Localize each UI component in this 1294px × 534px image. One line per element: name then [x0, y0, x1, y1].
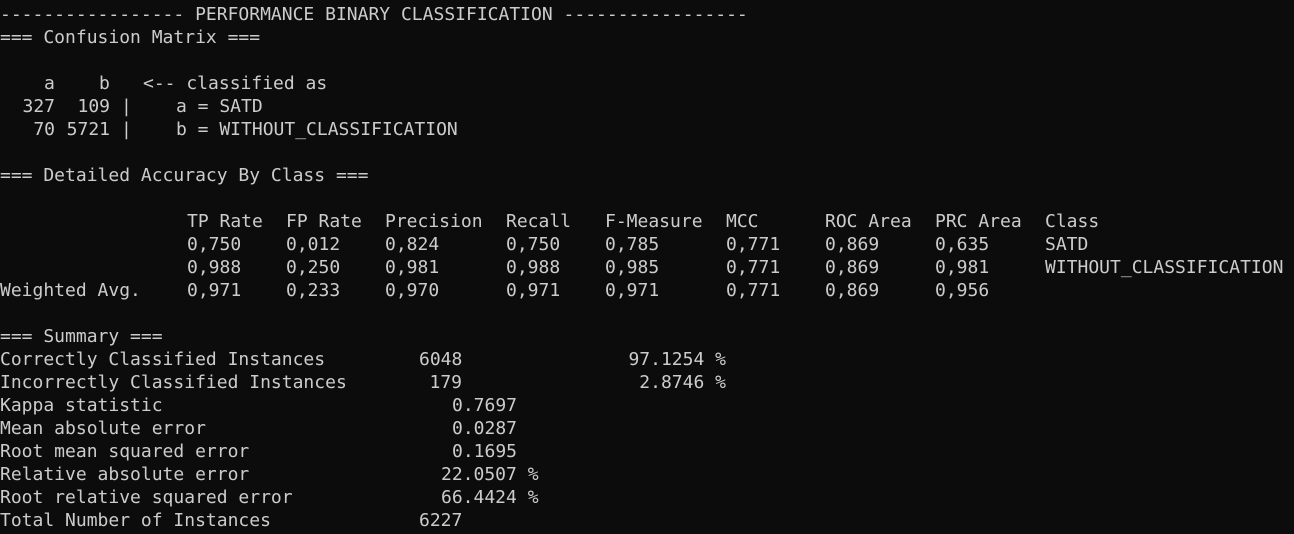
confusion-col-a: a: [44, 73, 55, 94]
summary-row: Total Number of Instances 6227: [0, 509, 1294, 532]
accuracy-value: 0,971: [605, 280, 660, 301]
header-fp-rate: FP Rate: [286, 211, 362, 232]
confusion-header-line: a b <-- classified as: [0, 72, 1294, 95]
summary-label: Kappa statistic: [0, 395, 163, 416]
header-mcc: MCC: [726, 211, 759, 232]
accuracy-value: 0,771: [726, 234, 781, 255]
confusion-row: 70 5721 | b = WITHOUT_CLASSIFICATION: [0, 118, 1294, 141]
summary-value: 0.1695: [452, 441, 518, 462]
summary-row: Relative absolute error 22.0507 %: [0, 463, 1294, 486]
confusion-cell-bb: 5721: [66, 119, 110, 140]
accuracy-value: 0,981: [935, 257, 990, 278]
summary-label: Root mean squared error: [0, 441, 250, 462]
accuracy-value: 0,771: [726, 280, 781, 301]
header-text: ----------------- PERFORMANCE BINARY CLA…: [0, 4, 748, 25]
summary-label: Incorrectly Classified Instances: [0, 372, 347, 393]
summary-row: Root mean squared error 0.1695: [0, 440, 1294, 463]
accuracy-value: 0,956: [935, 280, 990, 301]
accuracy-class-name: SATD: [1045, 234, 1089, 255]
header-precision: Precision: [385, 211, 483, 232]
summary-row: Incorrectly Classified Instances 179 2.8…: [0, 371, 1294, 394]
summary-label: Relative absolute error: [0, 464, 250, 485]
confusion-row: 327 109 | a = SATD: [0, 95, 1294, 118]
blank-line: [0, 141, 1294, 164]
confusion-col-b: b: [99, 73, 110, 94]
summary-label: Root relative squared error: [0, 487, 293, 508]
accuracy-value: 0,988: [187, 257, 242, 278]
accuracy-title: === Detailed Accuracy By Class ===: [0, 165, 369, 186]
blank-line: [0, 187, 1294, 210]
summary-row: Root relative squared error 66.4424 %: [0, 486, 1294, 509]
header-prc-area: PRC Area: [935, 211, 1022, 232]
accuracy-value: 0,988: [506, 257, 561, 278]
header-line: ----------------- PERFORMANCE BINARY CLA…: [0, 3, 1294, 26]
accuracy-value: 0,981: [385, 257, 440, 278]
blank-line: [0, 302, 1294, 325]
classified-as-label: <-- classified as: [143, 73, 328, 94]
weighted-avg-label: Weighted Avg.: [0, 280, 141, 301]
confusion-matrix-title: === Confusion Matrix ===: [0, 27, 261, 48]
blank-line: [0, 49, 1294, 72]
accuracy-value: 0,869: [825, 234, 880, 255]
header-recall: Recall: [506, 211, 572, 232]
accuracy-value: 0,771: [726, 257, 781, 278]
header-tp-rate: TP Rate: [187, 211, 263, 232]
summary-value: 179: [429, 372, 462, 393]
confusion-cell-aa: 327: [22, 96, 55, 117]
summary-value: 66.4424 %: [441, 487, 539, 508]
accuracy-row-weighted: Weighted Avg. 0,971 0,233 0,970 0,971 0,…: [0, 279, 1294, 302]
header-f-measure: F-Measure: [605, 211, 703, 232]
summary-title-line: === Summary ===: [0, 325, 1294, 348]
accuracy-value: 0,635: [935, 234, 990, 255]
summary-extra: 2.8746 %: [639, 372, 726, 393]
accuracy-value: 0,750: [506, 234, 561, 255]
summary-value: 0.0287: [452, 418, 518, 439]
confusion-row-label: b = WITHOUT_CLASSIFICATION: [176, 119, 458, 140]
summary-value: 22.0507 %: [441, 464, 539, 485]
accuracy-value: 0,750: [187, 234, 242, 255]
summary-row: Correctly Classified Instances 6048 97.1…: [0, 348, 1294, 371]
summary-value: 0.7697: [452, 395, 518, 416]
summary-value: 6048: [419, 349, 463, 370]
header-class: Class: [1045, 211, 1100, 232]
accuracy-value: 0,824: [385, 234, 440, 255]
summary-label: Correctly Classified Instances: [0, 349, 326, 370]
summary-row: Kappa statistic 0.7697: [0, 394, 1294, 417]
summary-title: === Summary ===: [0, 326, 163, 347]
header-roc-area: ROC Area: [825, 211, 912, 232]
confusion-cell-ab: 109: [77, 96, 110, 117]
accuracy-value: 0,970: [385, 280, 440, 301]
confusion-title-line: === Confusion Matrix ===: [0, 26, 1294, 49]
accuracy-value: 0,971: [506, 280, 561, 301]
accuracy-class-name: WITHOUT_CLASSIFICATION: [1045, 257, 1284, 278]
summary-value: 6227: [419, 510, 463, 531]
accuracy-value: 0,869: [825, 257, 880, 278]
accuracy-value: 0,012: [286, 234, 341, 255]
accuracy-value: 0,250: [286, 257, 341, 278]
accuracy-value: 0,785: [605, 234, 660, 255]
accuracy-value: 0,985: [605, 257, 660, 278]
confusion-separator: |: [121, 119, 132, 140]
accuracy-value: 0,869: [825, 280, 880, 301]
accuracy-value: 0,233: [286, 280, 341, 301]
accuracy-title-line: === Detailed Accuracy By Class ===: [0, 164, 1294, 187]
confusion-row-label: a = SATD: [176, 96, 263, 117]
accuracy-row: 0,988 0,250 0,981 0,988 0,985 0,771 0,86…: [0, 256, 1294, 279]
accuracy-value: 0,971: [187, 280, 242, 301]
accuracy-header-row: TP Rate FP Rate Precision Recall F-Measu…: [0, 210, 1294, 233]
summary-label: Total Number of Instances: [0, 510, 271, 531]
summary-row: Mean absolute error 0.0287: [0, 417, 1294, 440]
summary-extra: 97.1254 %: [628, 349, 726, 370]
confusion-separator: |: [121, 96, 132, 117]
accuracy-row: 0,750 0,012 0,824 0,750 0,785 0,771 0,86…: [0, 233, 1294, 256]
summary-label: Mean absolute error: [0, 418, 206, 439]
confusion-cell-ba: 70: [33, 119, 55, 140]
